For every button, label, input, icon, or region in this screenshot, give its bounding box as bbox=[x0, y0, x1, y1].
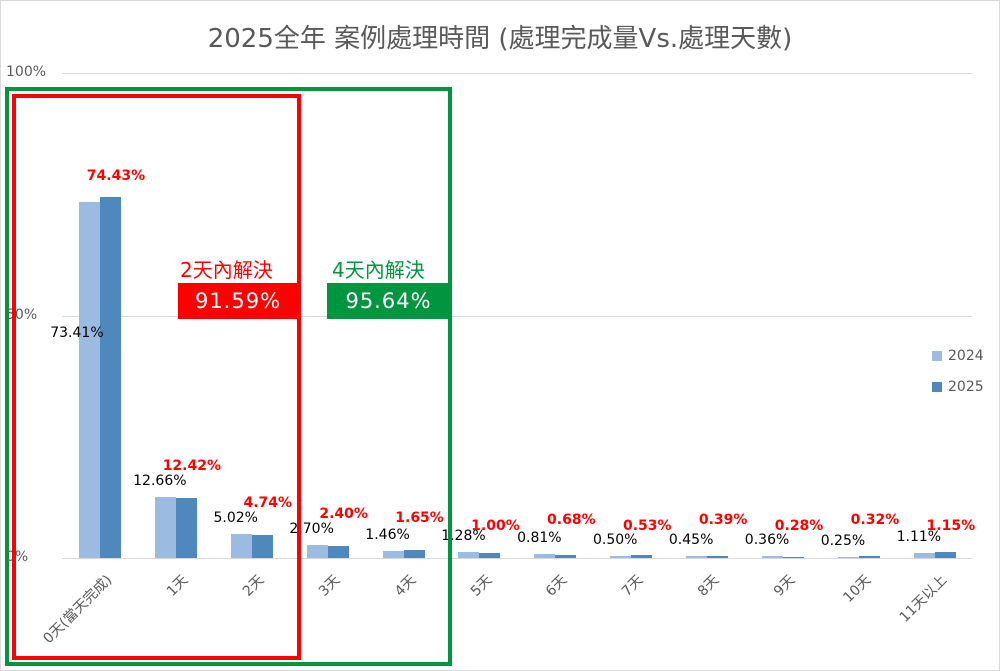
legend-item-2025: 2025 bbox=[932, 371, 984, 402]
bar-2025-10 bbox=[858, 556, 880, 558]
bar-2024-7 bbox=[610, 555, 632, 558]
bar-2024-10 bbox=[837, 556, 859, 558]
bar-2025-4 bbox=[403, 549, 425, 558]
two-day-rate-badge: 91.59% bbox=[178, 283, 298, 319]
four-day-rate-badge: 95.64% bbox=[327, 283, 450, 319]
data-label-2024: 73.41% bbox=[50, 325, 104, 341]
data-label-2024: 5.02% bbox=[213, 509, 258, 526]
bar-2025-9 bbox=[783, 556, 805, 558]
bar-2025-6 bbox=[555, 554, 577, 558]
chart-title: 2025全年 案例處理時間 (處理完成量Vs.處理天數) bbox=[207, 24, 793, 54]
data-label-2025: 12.42% bbox=[162, 457, 221, 474]
data-label-2025: 2.40% bbox=[319, 506, 368, 523]
bar-2024-4 bbox=[382, 550, 404, 558]
legend-swatch-2025 bbox=[932, 381, 942, 392]
data-label-2025: 1.00% bbox=[471, 518, 520, 534]
bar-2025-11 bbox=[934, 552, 956, 558]
data-label-2024: 0.45% bbox=[668, 531, 714, 548]
gridline-50 bbox=[62, 316, 972, 317]
legend-label-2024: 2024 bbox=[948, 347, 984, 364]
bar-2024-8 bbox=[686, 555, 708, 558]
data-label-2025: 1.65% bbox=[395, 509, 444, 526]
x-axis-line bbox=[62, 558, 972, 559]
data-label-2025: 4.74% bbox=[243, 495, 293, 511]
data-label-2024: 1.28% bbox=[441, 527, 486, 544]
two-day-highlight-box bbox=[12, 94, 301, 660]
bar-2025-3 bbox=[327, 546, 349, 558]
four-day-highlight-box bbox=[5, 87, 452, 666]
bar-2024-0 bbox=[78, 201, 100, 558]
bar-2024-3 bbox=[306, 544, 328, 558]
data-label-2024: 0.50% bbox=[593, 531, 638, 548]
data-label-2025: 1.15% bbox=[926, 518, 976, 534]
y-tick-100: 100% bbox=[6, 64, 47, 80]
data-label-2024: 1.46% bbox=[365, 526, 410, 543]
data-label-2024: 0.81% bbox=[517, 530, 562, 547]
y-tick-0: 0% bbox=[6, 549, 29, 565]
data-label-2025: 0.32% bbox=[850, 512, 900, 528]
data-label-2025: 0.53% bbox=[622, 518, 672, 534]
bar-2025-2 bbox=[251, 535, 273, 558]
legend-swatch-2024 bbox=[932, 350, 942, 361]
data-label-2024: 12.66% bbox=[133, 472, 187, 489]
gridline-100 bbox=[62, 73, 972, 74]
bar-2025-0 bbox=[99, 197, 121, 558]
data-label-2024: 0.36% bbox=[744, 532, 790, 549]
bar-2024-11 bbox=[913, 552, 935, 558]
four-day-label: 4天內解決 bbox=[332, 258, 425, 282]
bar-2024-9 bbox=[762, 556, 784, 558]
bar-2024-2 bbox=[230, 533, 252, 558]
bar-2024-6 bbox=[534, 554, 556, 558]
data-label-2025: 0.28% bbox=[774, 518, 824, 534]
bar-2025-1 bbox=[175, 497, 197, 558]
legend: 2024 2025 bbox=[932, 340, 984, 402]
legend-label-2025: 2025 bbox=[948, 378, 984, 395]
data-label-2024: 0.25% bbox=[820, 532, 866, 549]
data-label-2025: 0.68% bbox=[547, 512, 596, 528]
data-label-2025: 74.43% bbox=[86, 168, 146, 184]
data-label-2025: 0.39% bbox=[698, 512, 748, 528]
bar-2025-7 bbox=[631, 555, 653, 558]
data-label-2024: 1.11% bbox=[896, 528, 942, 545]
bar-2024-5 bbox=[458, 551, 480, 558]
bar-2024-1 bbox=[154, 496, 176, 558]
legend-item-2024: 2024 bbox=[932, 340, 984, 371]
two-day-label: 2天內解決 bbox=[180, 258, 273, 282]
bar-2025-8 bbox=[707, 556, 729, 558]
bar-2025-5 bbox=[479, 553, 501, 558]
